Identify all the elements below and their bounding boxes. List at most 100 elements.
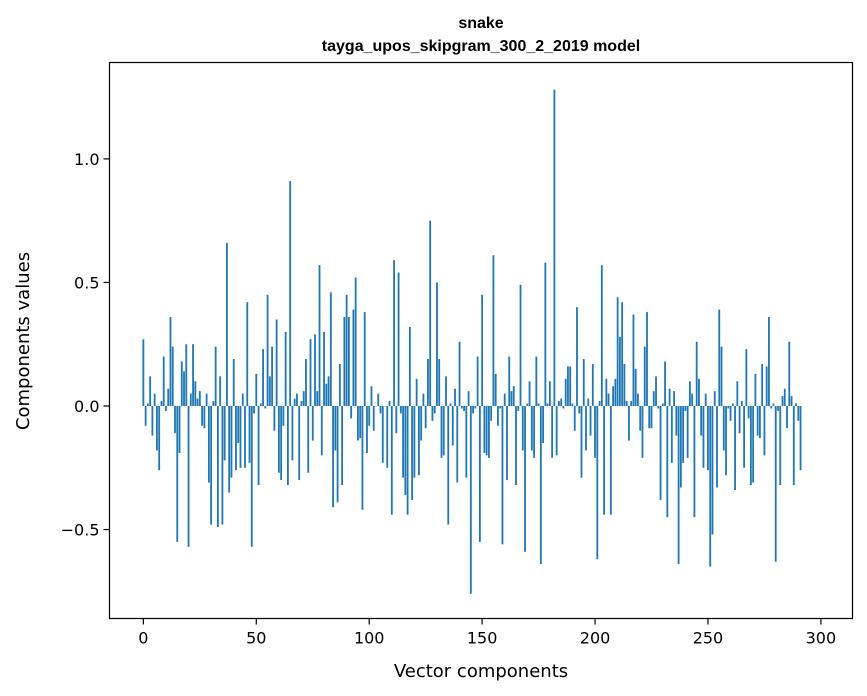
- bar: [643, 346, 646, 406]
- bar: [539, 405, 542, 565]
- bar: [431, 405, 434, 421]
- bar: [639, 405, 642, 431]
- bar: [454, 388, 456, 406]
- bar: [332, 405, 334, 508]
- bar: [530, 405, 533, 451]
- bar: [698, 378, 700, 406]
- bar: [688, 381, 691, 406]
- bar: [160, 401, 163, 406]
- bar: [666, 405, 669, 518]
- x-tick-label: 0: [138, 629, 148, 648]
- bar: [214, 346, 217, 406]
- bar: [747, 405, 750, 419]
- bar: [316, 391, 319, 406]
- x-tick-label: 150: [467, 629, 498, 648]
- bar: [368, 405, 371, 426]
- bar: [576, 307, 578, 406]
- bar: [664, 361, 666, 406]
- bar: [521, 405, 524, 451]
- bar: [618, 336, 621, 406]
- bar: [594, 405, 596, 458]
- bar: [727, 405, 730, 409]
- bar: [673, 391, 675, 406]
- bar: [250, 405, 253, 547]
- bar: [207, 405, 210, 483]
- bar: [709, 405, 712, 567]
- bar: [571, 403, 574, 406]
- bar: [329, 292, 332, 406]
- bar: [743, 405, 746, 468]
- bar: [494, 373, 497, 406]
- bar: [187, 405, 190, 547]
- bar: [478, 405, 481, 542]
- bar: [198, 391, 201, 406]
- bar: [352, 309, 355, 406]
- bar: [411, 405, 414, 500]
- bar: [650, 405, 653, 429]
- bar: [345, 294, 348, 406]
- bar: [268, 376, 271, 406]
- bar: [436, 282, 438, 406]
- bar: [474, 405, 477, 409]
- bar: [422, 393, 425, 406]
- bar: [350, 405, 353, 419]
- bar: [488, 405, 490, 458]
- bar: [289, 181, 292, 406]
- bar: [517, 405, 520, 411]
- bar: [612, 386, 615, 406]
- bar: [275, 319, 278, 406]
- bar: [652, 391, 655, 406]
- bar: [424, 405, 427, 429]
- bar: [546, 403, 549, 406]
- bar: [779, 405, 782, 486]
- bar: [749, 405, 752, 486]
- bar: [296, 393, 298, 406]
- bar: [634, 368, 637, 406]
- bar: [402, 405, 404, 478]
- y-tick-label: 0.5: [74, 273, 99, 292]
- bar: [535, 356, 538, 406]
- bar: [311, 405, 314, 441]
- bar: [343, 317, 346, 406]
- bar: [729, 405, 732, 421]
- bar: [381, 405, 384, 463]
- bar: [485, 405, 488, 456]
- bar-series: [142, 89, 802, 594]
- bar: [162, 356, 165, 406]
- bar: [691, 393, 694, 406]
- bar: [510, 391, 513, 406]
- bar: [323, 331, 325, 406]
- bar: [144, 405, 147, 426]
- bar: [379, 405, 382, 414]
- bar: [460, 405, 463, 409]
- bar: [526, 403, 529, 406]
- bar: [628, 405, 630, 441]
- chart-title: snake: [458, 15, 503, 32]
- bar: [686, 405, 689, 458]
- bar: [756, 405, 759, 436]
- bar: [253, 405, 255, 414]
- bar: [722, 405, 725, 451]
- bar: [497, 405, 499, 426]
- bar: [759, 405, 761, 439]
- y-axis-label: Components values: [13, 252, 34, 430]
- x-axis-ticks: 0 50 100 150 200 250 300: [138, 618, 836, 648]
- bar: [781, 396, 784, 406]
- bar: [659, 405, 662, 500]
- bar: [578, 405, 581, 414]
- x-tick-label: 100: [354, 629, 385, 648]
- bar: [731, 403, 734, 406]
- bar: [318, 265, 321, 406]
- bar: [761, 363, 764, 406]
- bar: [607, 393, 610, 406]
- bar: [205, 393, 208, 406]
- bar: [226, 242, 228, 406]
- bar: [293, 398, 296, 406]
- bar: [309, 339, 312, 406]
- bar: [499, 405, 502, 409]
- bar: [788, 341, 791, 406]
- bar: [445, 376, 447, 406]
- bar: [298, 405, 301, 481]
- bar: [228, 405, 231, 493]
